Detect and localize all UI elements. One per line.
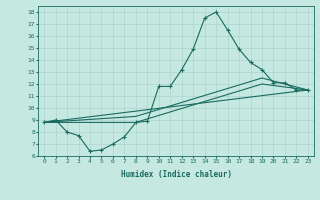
X-axis label: Humidex (Indice chaleur): Humidex (Indice chaleur) [121, 170, 231, 179]
